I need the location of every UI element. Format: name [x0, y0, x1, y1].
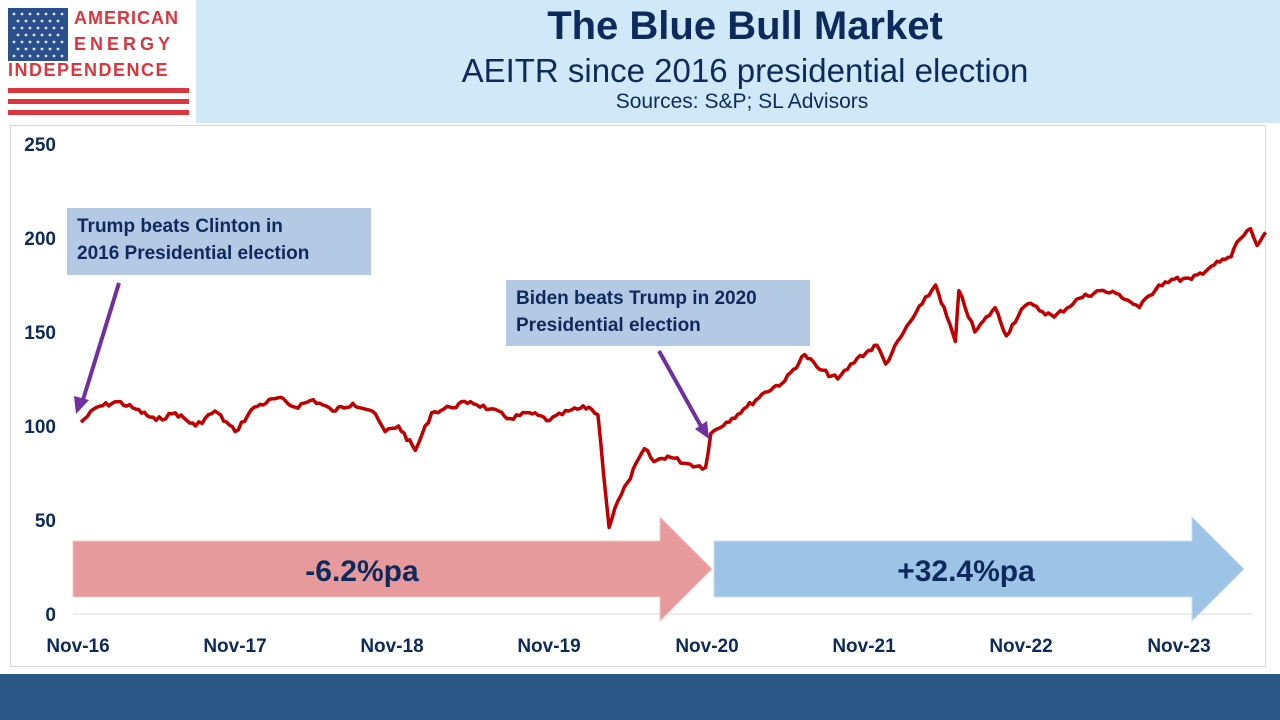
- pointer-arrow-2020: [657, 350, 704, 429]
- series-line: [79, 226, 1268, 530]
- x-tick-label: Nov-19: [517, 636, 580, 657]
- y-axis: 0 50 100 150 200 250: [24, 135, 56, 626]
- footer-bar: [0, 674, 1280, 720]
- x-tick-label: Nov-21: [832, 636, 896, 657]
- y-tick-label: 0: [45, 605, 56, 626]
- arrow-first-term-label: -6.2%pa: [305, 555, 419, 588]
- y-tick-label: 50: [35, 511, 56, 532]
- logo-word-3: INDEPENDENCE: [8, 60, 170, 80]
- x-tick-label: Nov-16: [46, 636, 109, 657]
- pointer-arrow-head: [695, 421, 709, 439]
- annotation-line: 2016 Presidential election: [77, 243, 310, 264]
- y-tick-label: 100: [24, 417, 56, 438]
- y-tick-label: 150: [24, 323, 56, 344]
- annotation-line: Biden beats Trump in 2020: [516, 288, 757, 309]
- page-title: The Blue Bull Market: [547, 4, 943, 48]
- header-banner: AMERICAN ENERGY INDEPENDENCE The Blue Bu…: [0, 0, 1280, 123]
- arrow-first-term: [72, 515, 713, 623]
- arrow-second-term: [713, 515, 1245, 623]
- chart: 0 50 100 150 200 250 Nov-16 Nov-17 Nov-1…: [24, 135, 1268, 657]
- x-tick-label: Nov-17: [203, 636, 266, 657]
- pointer-arrow-head: [74, 396, 89, 414]
- logo-word-2: ENERGY: [74, 34, 175, 54]
- y-tick-label: 250: [24, 135, 56, 156]
- pointer-arrow-2016: [80, 282, 121, 404]
- page-subtitle: AEITR since 2016 presidential election: [461, 52, 1029, 89]
- annotation-2016-election: Trump beats Clinton in 2016 Presidential…: [67, 208, 371, 275]
- flag-icon: [8, 8, 189, 115]
- sources-note: Sources: S&P; SL Advisors: [615, 90, 869, 113]
- x-tick-label: Nov-23: [1147, 636, 1210, 657]
- annotation-line: Trump beats Clinton in: [77, 216, 283, 237]
- x-tick-label: Nov-22: [989, 636, 1052, 657]
- logo-word-1: AMERICAN: [74, 8, 179, 28]
- return-arrows: -6.2%pa +32.4%pa: [72, 515, 1245, 623]
- annotation-line: Presidential election: [516, 315, 701, 336]
- x-axis: Nov-16 Nov-17 Nov-18 Nov-19 Nov-20 Nov-2…: [46, 636, 1210, 657]
- x-tick-label: Nov-18: [360, 636, 423, 657]
- chart-frame: [10, 125, 1266, 667]
- y-tick-label: 200: [24, 229, 56, 250]
- pointer-arrows: [74, 282, 709, 439]
- annotation-2020-election: Biden beats Trump in 2020 Presidential e…: [506, 280, 810, 346]
- logo: AMERICAN ENERGY INDEPENDENCE: [0, 0, 196, 123]
- x-tick-label: Nov-20: [675, 636, 738, 657]
- arrow-second-term-label: +32.4%pa: [897, 555, 1035, 588]
